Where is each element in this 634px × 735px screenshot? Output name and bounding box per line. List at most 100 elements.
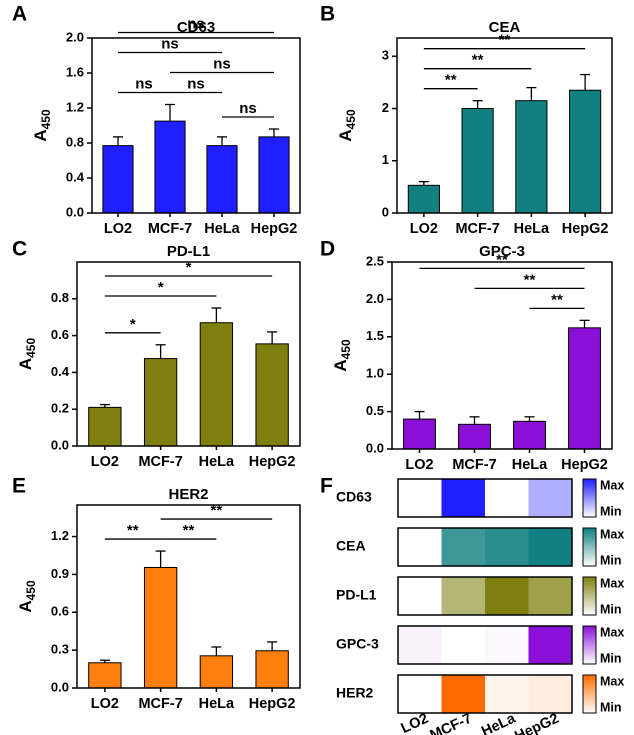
heatmap-cell [485,675,529,713]
row-label: CEA [336,538,366,554]
plot-frame [396,37,613,214]
y-tick-label: 0.0 [51,437,69,452]
colorbar-max: Max [600,674,624,688]
panel-label: E [12,475,26,498]
y-tick-label: 0.6 [51,327,69,342]
bar [569,89,602,214]
y-tick-label: 3 [382,48,389,63]
significance-label: * [130,316,136,333]
row-frame [397,478,573,518]
y-tick-label: 1.6 [66,64,84,79]
row-frame [397,625,573,665]
y-axis-label-sub: 450 [24,580,38,600]
colorbar [582,527,597,567]
error-bar [113,136,123,146]
y-axis-label: A450 [336,109,358,142]
y-axis-label-main: A [16,600,35,612]
heatmap-cell [485,479,529,517]
y-tick-label: 0.4 [66,169,85,184]
significance-label: ns [187,15,205,32]
y-tick-label: 0.0 [51,679,69,694]
x-tick-label: HepG2 [562,221,609,237]
x-tick-label: LO2 [410,221,438,237]
row-label: GPC-3 [336,636,379,652]
bar [143,566,178,689]
significance-label: ** [211,502,223,519]
colorbar [582,478,597,518]
y-tick-label: 1 [382,152,389,167]
bar [143,358,178,447]
heatmap-cell [528,479,572,517]
row-frame [397,674,573,714]
y-tick-label: 1.0 [366,366,384,381]
heatmap-cell [398,479,442,517]
x-tick-label: HepG2 [251,221,298,237]
bar [513,420,546,450]
y-tick-label: 0.0 [366,440,384,455]
y-tick-label: 2.0 [66,29,84,44]
significance-label: ns [239,100,257,117]
x-tick-label: HeLa [199,454,235,470]
y-tick-label: 2 [382,100,389,115]
x-tick-label: MCF-7 [138,696,182,712]
y-tick-label: 0.8 [51,290,69,305]
colorbar-min: Min [600,700,622,714]
error-bar [211,646,222,656]
error-bar [414,410,425,420]
heatmap-cell [398,528,442,566]
significance-label: ** [472,52,484,69]
row-label: CD63 [336,489,372,505]
colorbar [582,576,597,616]
y-tick-label: 1.2 [66,99,84,114]
plot-frame [91,37,301,214]
error-bar [211,307,222,323]
y-axis-label-main: A [331,359,350,371]
y-tick-label: 0.3 [51,642,69,657]
x-tick-label: LO2 [91,454,119,470]
error-bar [99,403,110,408]
panel-label: A [12,3,27,26]
y-tick-label: 0.4 [51,364,70,379]
significance-label: ns [161,35,179,52]
x-tick-label: MCF-7 [138,454,182,470]
column-label: LO2 [399,711,431,735]
bar [461,108,494,214]
x-tick-label: MCF-7 [452,457,496,473]
x-tick-label: LO2 [104,221,132,237]
x-tick-label: HepG2 [249,696,296,712]
colorbar-min: Min [600,602,622,616]
heatmap-cell [528,528,572,566]
error-bar [155,550,166,568]
y-tick-label: 1.5 [366,328,384,343]
heatmap-cell [441,577,485,615]
row-frame [397,527,573,567]
heatmap-cell [441,479,485,517]
bar [102,145,134,214]
y-axis-label-sub: 450 [339,339,353,359]
colorbar-max: Max [600,625,624,639]
bar [199,655,234,689]
chart-title: PD-L1 [167,243,210,260]
x-tick-label: HeLa [514,221,550,237]
y-tick-label: 0.2 [51,401,69,416]
chart-title: GPC-3 [479,243,525,260]
colorbar-min: Min [600,504,622,518]
significance-label: ** [499,32,511,49]
heatmap-cell [485,626,529,664]
colorbar-max: Max [600,478,624,492]
error-bar [579,319,590,328]
heatmap-cell [398,626,442,664]
significance-label: ** [445,72,457,89]
plot-frame [76,504,301,689]
significance-label: ** [496,251,508,268]
y-tick-label: 0.0 [66,204,84,219]
y-tick-label: 0.8 [66,134,84,149]
error-bar [469,416,480,425]
colorbar-max: Max [600,527,624,541]
bar [199,322,234,447]
bar [515,100,548,214]
error-bar [526,86,537,101]
y-tick-label: 0 [382,204,389,219]
error-bar [418,181,429,186]
x-tick-label: MCF-7 [148,221,192,237]
